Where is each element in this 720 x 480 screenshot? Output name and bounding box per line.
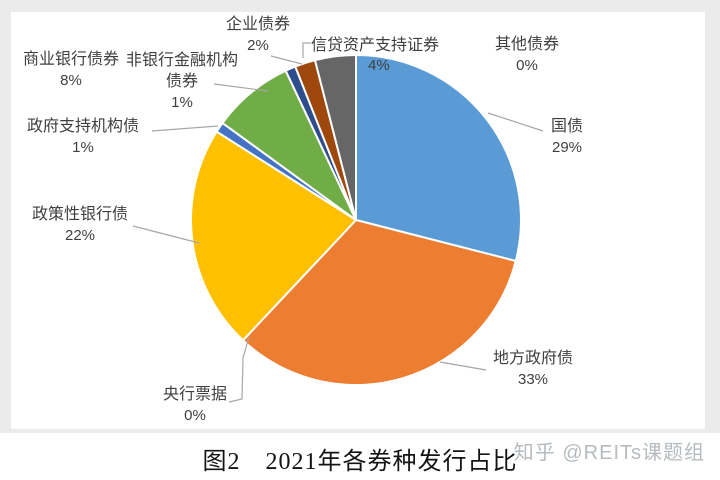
- pie-slice-label: 政策性银行债: [31, 206, 129, 223]
- pie-callout-2: 央行票据 0%: [163, 384, 227, 426]
- pie-slice-label: 企业债券: [225, 16, 291, 33]
- pie-slice-percent: 33%: [517, 371, 549, 388]
- pie-slice-0: [355, 54, 522, 262]
- pie-slice-percent: 0%: [184, 407, 206, 424]
- pie-slice-label: 其他债券: [494, 36, 560, 53]
- pie-slice-percent: 1%: [171, 94, 193, 111]
- pie-callout-4: 政府支持机构债 1%: [27, 116, 139, 158]
- pie-slice-percent: 29%: [551, 139, 583, 156]
- pie-slice-percent: 2%: [247, 37, 269, 54]
- pie-slice-label: 非银行金融机构 债券: [125, 52, 239, 90]
- pie-slice-percent: 22%: [64, 227, 96, 244]
- pie-slice-label: 信贷资产支持证券: [311, 37, 440, 54]
- pie-callout-8: 信贷资产支持证券: [311, 35, 439, 56]
- pie-callout-7: 企业债券 2%: [226, 14, 290, 56]
- pie-callout-6: 非银行金融机构 债券 1%: [126, 50, 238, 113]
- pie-callout-1: 地方政府债 33%: [493, 348, 573, 390]
- pie-callout-0: 国债 29%: [551, 116, 583, 158]
- pie-slice-8: [314, 54, 357, 221]
- pie-slice-percent: 1%: [72, 139, 94, 156]
- pie-slice-percent: 0%: [516, 57, 538, 74]
- pie-slice-1: [242, 219, 517, 386]
- pie-slice-label: 政府支持机构债: [26, 118, 140, 135]
- pie-slice-label: 商业银行债券: [22, 51, 120, 68]
- pie-slice-percent: 4%: [368, 57, 390, 74]
- pie-slice-percent: 8%: [60, 72, 82, 89]
- pie-callout-3: 政策性银行债 22%: [32, 204, 128, 246]
- pie-callout-9: 其他债券 0%: [495, 34, 559, 76]
- figure-caption: 图2 2021年各券种发行占比: [202, 449, 518, 475]
- watermark-zhihu: 知乎 @REITs课题组: [513, 442, 705, 464]
- pie-slice-label: 国债: [550, 118, 584, 135]
- pie-slice-label: 央行票据: [162, 386, 228, 403]
- pie-slice-label: 地方政府债: [492, 350, 574, 367]
- pie-callout-5: 商业银行债券 8%: [23, 49, 119, 91]
